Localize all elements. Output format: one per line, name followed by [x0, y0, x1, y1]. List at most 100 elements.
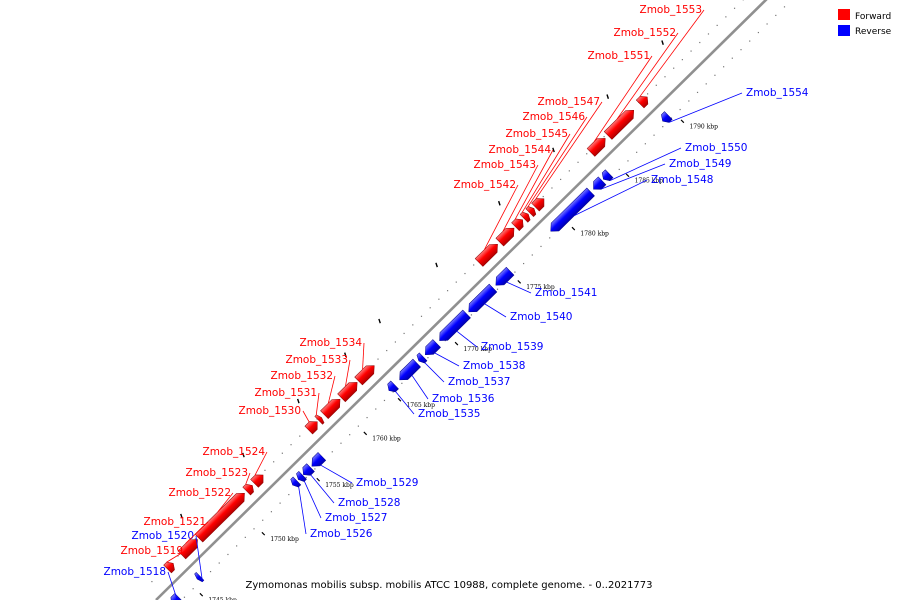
gene-label-leader	[484, 184, 519, 250]
forward-gene-shape	[242, 483, 254, 496]
forward-gene-shape	[525, 206, 537, 217]
minor-tick	[401, 382, 403, 384]
gene-label-leader	[502, 164, 539, 232]
major-tick-mark	[606, 94, 610, 99]
minor-tick	[331, 451, 333, 453]
major-tick-mark	[552, 147, 555, 153]
forward-gene-shape	[250, 474, 264, 488]
minor-tick	[244, 536, 246, 538]
gene-arrow	[163, 561, 175, 574]
minor-tick	[560, 178, 562, 181]
minor-tick	[299, 435, 301, 437]
minor-tick	[577, 161, 579, 163]
minor-tick	[749, 40, 751, 42]
gene-arrow	[311, 452, 327, 467]
gene-arrow	[354, 365, 375, 386]
gene-label: Zmob_1531	[255, 387, 317, 399]
major-tick-mark	[680, 119, 685, 124]
gene-label-leader	[195, 535, 203, 582]
forward-gene-shape	[194, 492, 245, 543]
gene-arrow	[399, 358, 421, 381]
minor-tick	[455, 281, 457, 283]
gene-label-leader	[362, 342, 365, 370]
gene-label-leader	[166, 550, 186, 563]
gene-arrow	[194, 572, 205, 583]
minor-tick	[377, 358, 379, 360]
minor-tick	[236, 545, 238, 547]
gene-arrow	[194, 492, 245, 543]
gene-arrow	[242, 483, 254, 496]
gene-arrow	[511, 218, 524, 231]
forward-gene-shape	[354, 365, 375, 386]
minor-tick	[690, 50, 692, 52]
minor-tick	[731, 57, 733, 59]
scale-tick-label: 1775 kbp	[526, 284, 555, 291]
reverse-gene-shape	[495, 266, 515, 286]
scale-tick-label: 1760 kbp	[372, 436, 401, 443]
minor-tick	[740, 49, 742, 51]
major-tick-mark	[497, 200, 501, 206]
gene-label: Zmob_1539	[481, 341, 543, 353]
minor-tick	[279, 502, 281, 504]
gene-label: Zmob_1550	[685, 142, 747, 154]
minor-tick	[386, 349, 388, 352]
gene-arrow	[337, 382, 358, 403]
gene-label-leader	[593, 55, 653, 142]
major-tick-mark	[242, 452, 245, 458]
minor-tick	[681, 59, 683, 61]
gene-label: Zmob_1540	[510, 311, 572, 323]
legend-label-forward: Forward	[855, 12, 891, 22]
scale-tick-label: 1770 kbp	[463, 346, 492, 353]
gene-label: Zmob_1522	[169, 487, 231, 499]
minor-tick	[699, 41, 701, 44]
minor-tick	[194, 538, 196, 540]
gene-arrow	[290, 476, 302, 488]
minor-tick	[775, 14, 777, 17]
gene-label: Zmob_1537	[448, 376, 510, 388]
minor-tick	[670, 117, 673, 119]
gene-label: Zmob_1529	[356, 477, 418, 489]
major-tick-mark	[517, 280, 522, 284]
minor-tick	[394, 341, 397, 343]
gene-label-leader	[601, 163, 666, 190]
minor-tick	[464, 272, 466, 275]
minor-tick	[264, 469, 266, 471]
gene-arrow	[304, 421, 318, 435]
genome-backbone	[151, 0, 786, 600]
reverse-gene-shape	[399, 358, 421, 381]
gene-arrow	[550, 187, 595, 232]
minor-tick	[655, 84, 657, 86]
reverse-gene-shape	[290, 476, 302, 488]
minor-tick	[627, 160, 629, 162]
gene-arrow	[495, 227, 515, 247]
gene-label: Zmob_1519	[121, 545, 183, 557]
gene-label: Zmob_1548	[651, 174, 713, 186]
minor-tick	[403, 332, 405, 335]
gene-arrow	[425, 339, 441, 355]
legend-swatch-forward	[838, 9, 850, 20]
gene-label: Zmob_1528	[338, 497, 400, 509]
minor-tick	[653, 134, 655, 136]
gene-label-leader	[639, 9, 705, 97]
gene-label-leader	[310, 474, 335, 504]
minor-tick	[446, 290, 449, 292]
gene-label-leader	[610, 147, 682, 181]
minor-tick	[496, 288, 499, 290]
minor-tick	[644, 143, 646, 145]
minor-tick	[340, 442, 342, 444]
gene-label: Zmob_1549	[669, 158, 731, 170]
gene-label-leader	[574, 179, 648, 216]
gene-label-leader	[254, 451, 268, 476]
gene-label-leader	[304, 481, 322, 519]
gene-label-leader	[514, 149, 554, 220]
minor-tick	[549, 237, 551, 239]
scale-tick-label: 1765 kbp	[406, 402, 435, 409]
scale-tick-label: 1785 kbp	[635, 177, 664, 184]
minor-tick	[375, 408, 377, 410]
minor-tick	[673, 67, 675, 69]
minor-tick	[714, 74, 716, 76]
minor-tick	[757, 31, 760, 34]
gene-label: Zmob_1534	[300, 337, 363, 349]
minor-tick	[281, 452, 283, 454]
reverse-gene-shape	[593, 176, 607, 190]
